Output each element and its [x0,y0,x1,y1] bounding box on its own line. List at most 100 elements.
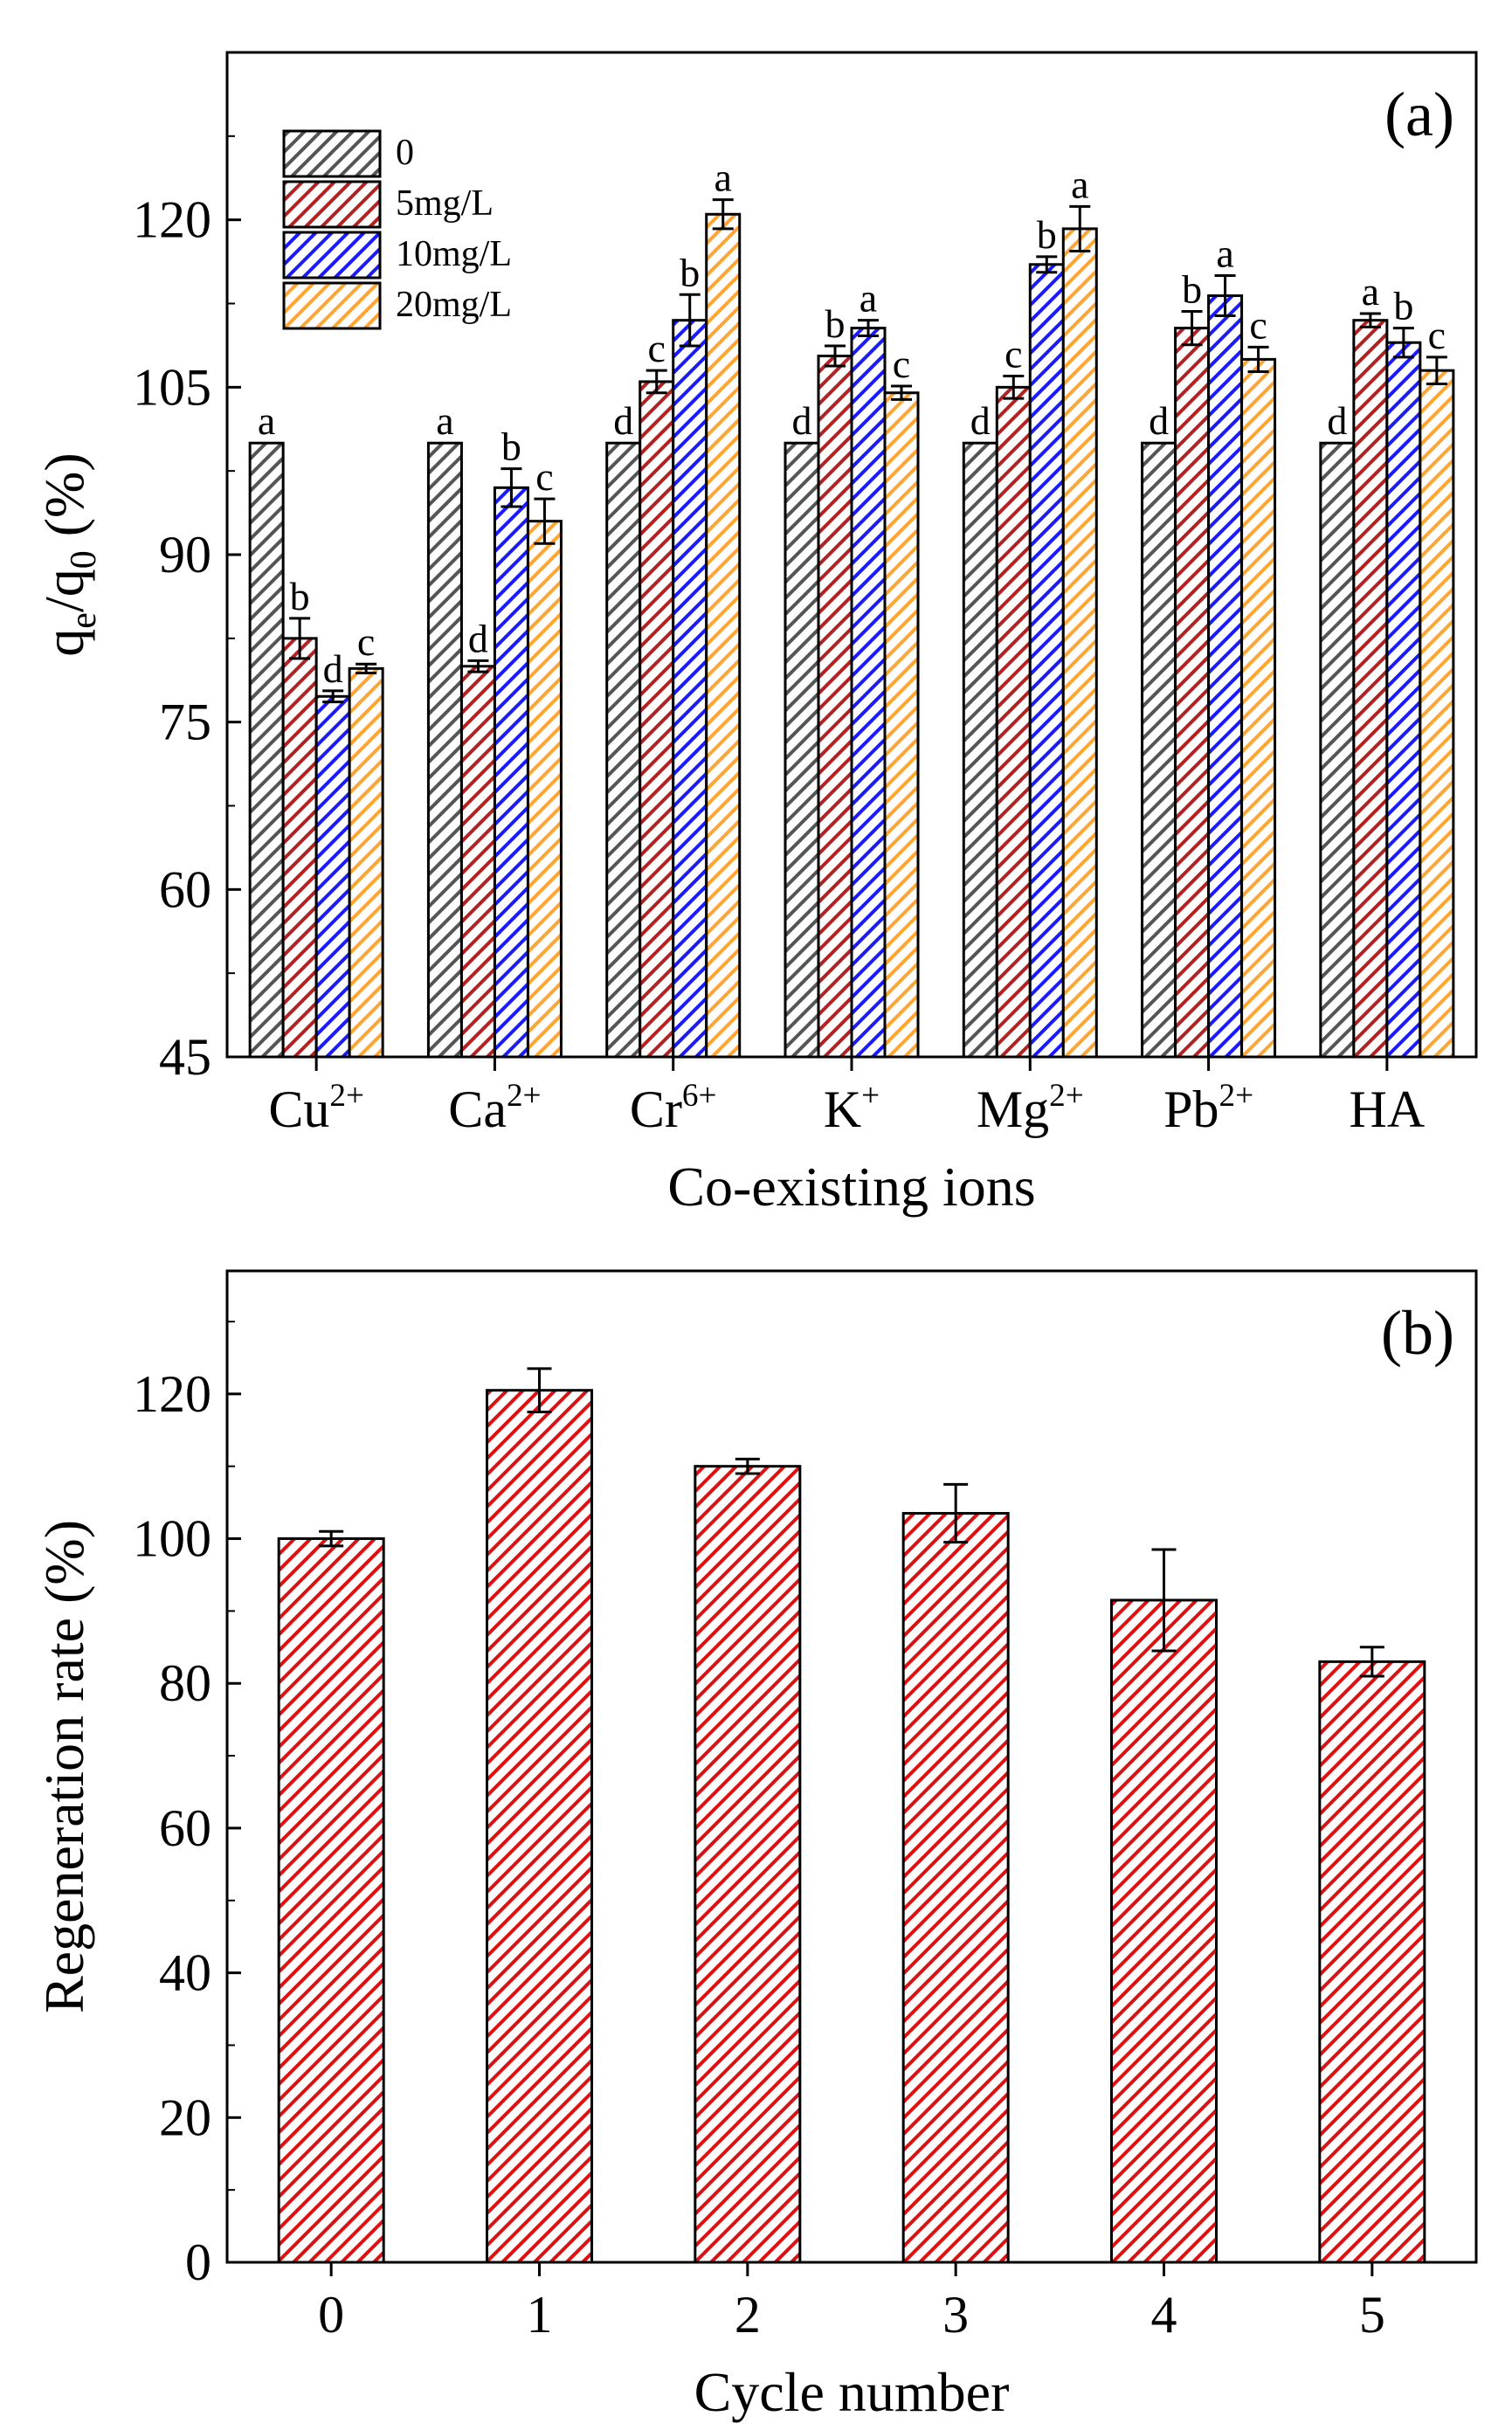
error-bar-b-5 [1359,1646,1384,1678]
bar-a-3-2 [850,327,887,1059]
error-bar-b-2 [735,1457,760,1475]
legend-label-a-1: 5mg/L [396,183,494,224]
error-bar-a-6-2 [1392,327,1414,359]
bar-a-3-0 [784,441,820,1059]
bar-a-1-0 [426,441,463,1059]
significance-letter-a-1-0: a [436,398,453,443]
significance-letter-a-1-2: b [501,425,521,469]
x-tick-label-a-4: Mg2+ [977,1078,1084,1138]
significance-letter-a-6-0: d [1327,398,1347,443]
bar-b-3 [901,1512,1010,2264]
y-axis-ticks-a: 45 60 75 90 105 120 [133,135,241,1086]
legend-a: 0 5mg/L 10mg/L 20mg/L [282,129,512,330]
y-tick-label-b-1: 20 [159,2088,211,2146]
significance-letter-a-0-2: d [323,646,343,691]
bar-a-0-1 [281,637,318,1059]
y-tick-label-a-5: 120 [133,191,211,249]
y-tick-label-b-4: 80 [159,1654,211,1712]
bar-a-6-2 [1385,341,1422,1059]
x-tick-label-b-5: 5 [1359,2286,1385,2344]
bar-a-0-2 [314,694,351,1059]
bar-a-1-2 [493,486,529,1059]
error-bar-b-0 [319,1529,344,1548]
bar-a-3-3 [883,391,920,1059]
bar-b-1 [486,1389,593,2264]
bar-a-6-3 [1419,369,1455,1059]
error-bar-a-3-2 [858,319,879,338]
bar-a-5-1 [1174,327,1211,1059]
error-bar-a-6-1 [1359,312,1381,328]
significance-letter-a-0-1: b [290,574,310,618]
error-bar-a-1-1 [467,659,489,673]
y-tick-label-b-0: 0 [185,2233,211,2291]
error-bar-a-2-2 [679,293,701,348]
x-tick-label-a-5: Pb2+ [1163,1078,1253,1138]
error-bar-a-0-3 [356,662,377,674]
error-bar-a-1-2 [501,467,522,508]
y-tick-label-a-4: 105 [133,358,211,416]
error-bar-a-3-1 [825,344,846,368]
bar-group-a [248,212,1455,1059]
bar-b-5 [1318,1660,1426,2264]
bar-a-3-1 [817,355,853,1059]
x-axis-ticks-a: Cu2+ Ca2+ Cr6+ K+ Mg2+ Pb2+ HA [268,1057,1425,1138]
significance-letter-a-3-3: c [893,342,910,386]
significance-letter-a-5-1: b [1182,266,1202,311]
bar-group-b [277,1389,1426,2264]
bar-a-1-1 [459,665,496,1059]
error-bar-group-b [319,1367,1384,1678]
error-bar-group-a [289,198,1447,704]
significance-letter-a-2-2: b [680,250,700,294]
significance-letter-a-4-0: d [970,398,991,443]
significance-letter-a-0-0: a [258,398,275,443]
bar-b-4 [1110,1598,1218,2264]
bar-a-4-0 [962,441,998,1059]
error-bar-a-3-3 [891,384,912,401]
significance-letter-a-6-3: c [1428,313,1446,357]
x-tick-label-b-1: 1 [527,2286,553,2344]
error-bar-a-5-2 [1214,274,1236,318]
error-bar-b-4 [1151,1548,1177,1653]
bar-a-4-1 [995,385,1032,1059]
y-tick-label-a-3: 90 [159,526,211,583]
significance-letter-a-4-1: c [1005,332,1022,376]
y-tick-label-b-6: 120 [133,1365,211,1423]
x-axis-ticks-b: 0 1 2 3 4 5 [318,2262,1385,2344]
y-axis-label-b: Regeneration rate (%) [33,1520,95,2013]
significance-letter-a-3-1: b [825,301,846,346]
error-bar-a-4-3 [1069,204,1091,252]
bar-a-1-3 [526,520,563,1059]
panel-label-a: (a) [1384,79,1454,149]
bar-a-5-0 [1141,441,1177,1059]
significance-letter-a-5-3: c [1249,302,1267,347]
plot-frame-b [225,1269,1478,2264]
significance-letter-a-2-1: c [648,326,666,370]
legend-label-a-2: 10mg/L [396,234,512,274]
x-tick-label-b-0: 0 [318,2286,344,2344]
y-axis-ticks-b: 0 20 40 60 80 100 120 [133,1320,241,2291]
x-tick-label-b-4: 4 [1151,2286,1177,2344]
y-tick-label-b-3: 60 [159,1799,211,1857]
significance-letter-a-6-1: a [1362,269,1379,314]
x-tick-label-a-2: Cr6+ [630,1078,717,1138]
error-bar-a-0-1 [289,617,311,660]
significance-letter-a-4-3: a [1071,162,1088,206]
error-bar-b-1 [527,1367,552,1414]
y-axis-label-a: qe/q0 (%) [33,452,104,656]
x-axis-label-b: Cycle number [694,2361,1010,2423]
significance-letter-a-5-2: a [1216,231,1233,276]
y-tick-label-b-5: 100 [133,1510,211,1568]
legend-label-a-0: 0 [396,133,414,173]
y-tick-label-a-1: 60 [159,860,211,918]
significance-letter-a-3-2: a [860,276,877,321]
legend-swatch-a-2 [282,231,382,280]
error-bar-a-5-1 [1181,309,1203,347]
bar-a-4-2 [1028,263,1065,1059]
panel-label-b: (b) [1381,1298,1454,1368]
error-bar-a-1-3 [534,497,556,545]
error-bar-a-0-2 [322,689,344,704]
bar-a-2-1 [639,380,675,1059]
bar-a-4-3 [1061,227,1098,1059]
significance-letter-a-1-1: d [468,616,488,660]
